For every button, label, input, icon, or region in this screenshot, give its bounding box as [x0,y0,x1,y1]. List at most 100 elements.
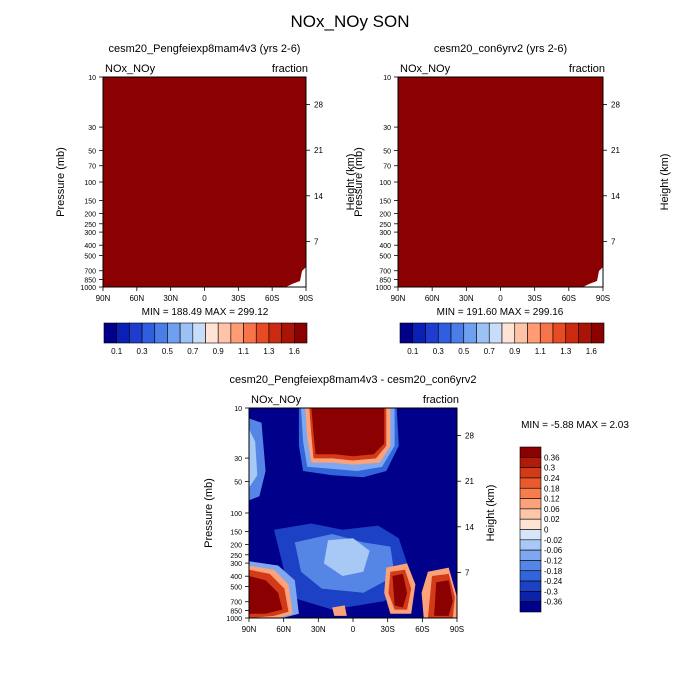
x-tick-label: 90N [242,625,257,634]
y2-tick-label: 28 [465,432,474,441]
units-label: fraction [569,63,605,75]
colorbar-label: 0.9 [213,347,225,356]
y-tick-label: 300 [230,561,242,568]
colorbar-swatch [519,446,542,458]
colorbar-label: 1.3 [263,347,275,356]
x-tick-label: 90N [391,294,406,303]
y-tick-label: 500 [379,253,391,260]
colorbar-label: 1.6 [586,347,598,356]
x-tick-label: 60S [265,294,279,303]
x-tick-label: 60S [415,625,429,634]
panel-title: cesm20_Pengfeiexp8mam4v3 - cesm20_con6yr… [229,374,476,386]
x-tick-label: 90S [299,294,313,303]
colorbar-swatch [205,322,219,344]
colorbar-swatch [281,322,295,344]
colorbar-label: 0.7 [187,347,199,356]
y-axis-label: Pressure (mb) [55,147,67,217]
colorbar-label: 0 [544,526,549,535]
colorbar-swatch [243,322,257,344]
colorbar-swatch [565,322,579,344]
colorbar-label: -0.18 [544,567,563,576]
colorbar-swatch [519,560,542,572]
contour-fill [103,77,306,287]
colorbar-label: 0.12 [544,495,560,504]
y-tick-label: 70 [88,164,96,171]
y-tick-label: 150 [230,529,242,536]
colorbar-label: -0.3 [544,587,558,596]
colorbar-label: 0.5 [162,347,174,356]
x-tick-label: 0 [202,294,207,303]
y-tick-label: 700 [84,269,96,276]
colorbar-label: -0.12 [544,556,563,565]
y2-tick-label: 7 [611,237,616,246]
y-tick-label: 1000 [226,616,242,623]
colorbar-label: 0.7 [484,347,496,356]
x-tick-label: 90S [450,625,464,634]
y-tick-label: 300 [84,230,96,237]
colorbar-swatch [167,322,181,344]
y-tick-label: 200 [84,212,96,219]
colorbar-swatch [519,591,542,602]
colorbar-label: -0.24 [544,577,563,586]
contour-region [332,605,347,616]
colorbar-swatch [103,322,117,344]
colorbar-swatch [192,322,206,344]
y2-axis-label: Height (km) [345,154,357,211]
y-tick-label: 150 [84,198,96,205]
colorbar-swatch [519,549,542,561]
contour-fill [398,77,603,287]
colorbar-swatch [179,322,194,344]
colorbar: 0.1 0.3 0.5 0.7 0.9 1.1 1.3 1.6 [103,322,308,356]
topography-mask [583,267,603,287]
contour-fill [249,408,457,618]
contour-region [392,573,408,608]
colorbar-label: 0.5 [458,347,470,356]
x-tick-label: 60N [129,294,144,303]
y-tick-label: 10 [88,75,96,82]
colorbar-label: 0.9 [509,347,521,356]
panel-title: cesm20_Pengfeiexp8mam4v3 (yrs 2-6) [109,43,301,55]
panels: cesm20_Pengfeiexp8mam4v3 (yrs 2-6) NOx_NO… [55,43,671,634]
colorbar-swatch [519,580,542,592]
x-tick-label: 30N [311,625,326,634]
colorbar-swatch [519,467,542,479]
colorbar-swatch [519,518,542,530]
y-tick-label: 10 [234,406,242,413]
colorbar-swatch [450,322,465,344]
x-tick-label: 60N [276,625,291,634]
y-tick-label: 700 [230,600,242,607]
y2-tick-label: 28 [611,101,620,110]
colorbar-swatch [129,322,143,344]
units-label: fraction [272,63,308,75]
colorbar-swatch [141,322,156,344]
contour-region [311,408,385,457]
colorbar-swatch [519,508,542,520]
panel-right: cesm20_con6yrv2 (yrs 2-6) NOx_NOy fraction… [353,43,671,356]
variable-label: NOx_NOy [105,63,156,75]
colorbar-label: 0.24 [544,474,560,483]
colorbar-swatch [116,322,130,344]
colorbar-swatch [519,477,542,489]
colorbar-swatch [154,322,168,344]
colorbar-swatch [539,322,554,344]
panel-title: cesm20_con6yrv2 (yrs 2-6) [434,43,567,55]
x-tick-label: 60S [562,294,576,303]
y-tick-label: 400 [84,243,96,250]
colorbar-label: -0.06 [544,546,563,555]
colorbar-swatch [527,322,541,344]
colorbar: 0.1 0.3 0.5 0.7 0.9 1.1 1.3 1.6 [399,322,605,356]
colorbar-label: 0.3 [137,347,149,356]
contour-region [249,576,283,614]
colorbar-label: -0.36 [544,598,563,607]
colorbar-swatch [501,322,516,344]
y2-tick-label: 21 [611,146,620,155]
units-label: fraction [423,394,459,406]
colorbar-label: 1.3 [560,347,572,356]
colorbar-swatch [514,322,528,344]
min-max-summary: MIN = 191.60 MAX = 299.16 [437,307,564,318]
topography-mask [286,267,306,287]
colorbar-swatch [437,322,452,344]
variable-label: NOx_NOy [251,394,302,406]
y-tick-label: 30 [234,456,242,463]
contour-region [323,538,370,576]
